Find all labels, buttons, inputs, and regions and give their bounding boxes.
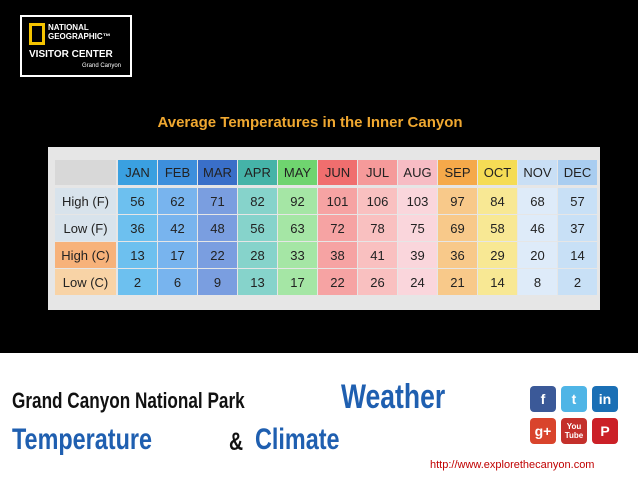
- footer-title: Temperature: [12, 423, 153, 456]
- table-cell: 29: [478, 242, 517, 268]
- table-cell: 56: [238, 215, 277, 241]
- table-cell: 106: [358, 188, 397, 214]
- column-header: NOV: [518, 160, 557, 185]
- column-header: JUL: [358, 160, 397, 185]
- table-cell: 6: [158, 269, 197, 295]
- footer-title: &: [229, 428, 244, 456]
- column-header: MAY: [278, 160, 317, 185]
- column-header: JUN: [318, 160, 357, 185]
- table-cell: 39: [398, 242, 437, 268]
- header-cell: [55, 160, 116, 185]
- table-cell: 13: [118, 242, 157, 268]
- table-cell: 22: [198, 242, 237, 268]
- logo-text: Grand Canyon: [82, 63, 122, 69]
- table-cell: 33: [278, 242, 317, 268]
- footer-title: Grand Canyon National Park: [12, 388, 245, 413]
- table-cell: 46: [518, 215, 557, 241]
- row-label: Low (F): [55, 215, 116, 241]
- column-header: AUG: [398, 160, 437, 185]
- table-cell: 28: [238, 242, 277, 268]
- temperature-table: JAN FEB MAR APR MAY JUN JUL AUG SEP OCT NOV DEC High…: [48, 147, 600, 310]
- table-title: Average Temperatures in the Inner Canyon: [157, 114, 463, 131]
- social-icons: f t in g+ You Tube P: [530, 386, 625, 446]
- table-cell: 36: [118, 215, 157, 241]
- table-cell: 37: [558, 215, 597, 241]
- social-icon[interactable]: f: [530, 386, 556, 412]
- social-icon[interactable]: in: [592, 386, 618, 412]
- logo-text: VISITOR CENTER: [29, 49, 113, 60]
- column-header: JAN: [118, 160, 157, 185]
- table-cell: 41: [358, 242, 397, 268]
- table-cell: 2: [118, 269, 157, 295]
- logo-frame: [29, 23, 45, 45]
- column-header: MAR: [198, 160, 237, 185]
- footer-title: Weather: [341, 378, 446, 416]
- table-cell: 38: [318, 242, 357, 268]
- table-cell: 24: [398, 269, 437, 295]
- row-label: Low (C): [55, 269, 116, 295]
- column-header: FEB: [158, 160, 197, 185]
- table-cell: 21: [438, 269, 477, 295]
- table-cell: 22: [318, 269, 357, 295]
- table-cell: 14: [558, 242, 597, 268]
- table-cell: 82: [238, 188, 277, 214]
- column-header: APR: [238, 160, 277, 185]
- table-cell: 13: [238, 269, 277, 295]
- table-cell: 75: [398, 215, 437, 241]
- table-cell: 71: [198, 188, 237, 214]
- column-header: SEP: [438, 160, 477, 185]
- row-label: High (C): [55, 242, 116, 268]
- table-cell: 103: [398, 188, 437, 214]
- logo-text: GEOGRAPHIC™: [48, 32, 111, 41]
- table-cell: 9: [198, 269, 237, 295]
- table-cell: 78: [358, 215, 397, 241]
- url-link[interactable]: http://www.explorethecanyon.com: [430, 459, 595, 471]
- social-icon[interactable]: t: [561, 386, 587, 412]
- table-cell: 63: [278, 215, 317, 241]
- table-cell: 57: [558, 188, 597, 214]
- table-cell: 101: [318, 188, 357, 214]
- table-cell: 20: [518, 242, 557, 268]
- table-cell: 42: [158, 215, 197, 241]
- table-cell: 58: [478, 215, 517, 241]
- table-cell: 36: [438, 242, 477, 268]
- table-cell: 97: [438, 188, 477, 214]
- table-cell: 8: [518, 269, 557, 295]
- social-icon[interactable]: You Tube: [561, 418, 587, 444]
- social-icon[interactable]: P: [592, 418, 618, 444]
- logo: NATIONAL GEOGRAPHIC™ VISITOR CENTER Gran…: [20, 15, 132, 77]
- logo-text: NATIONAL: [48, 23, 89, 32]
- table-cell: 17: [158, 242, 197, 268]
- column-header: DEC: [558, 160, 597, 185]
- table-cell: 17: [278, 269, 317, 295]
- table-cell: 84: [478, 188, 517, 214]
- table-cell: 69: [438, 215, 477, 241]
- table-cell: 14: [478, 269, 517, 295]
- row-label: High (F): [55, 188, 116, 214]
- social-icon[interactable]: g+: [530, 418, 556, 444]
- table-cell: 48: [198, 215, 237, 241]
- table-cell: 62: [158, 188, 197, 214]
- footer-title: Climate: [255, 423, 340, 456]
- table-cell: 56: [118, 188, 157, 214]
- table-cell: 72: [318, 215, 357, 241]
- column-header: OCT: [478, 160, 517, 185]
- table-cell: 68: [518, 188, 557, 214]
- table-cell: 92: [278, 188, 317, 214]
- table-cell: 26: [358, 269, 397, 295]
- table-cell: 2: [558, 269, 597, 295]
